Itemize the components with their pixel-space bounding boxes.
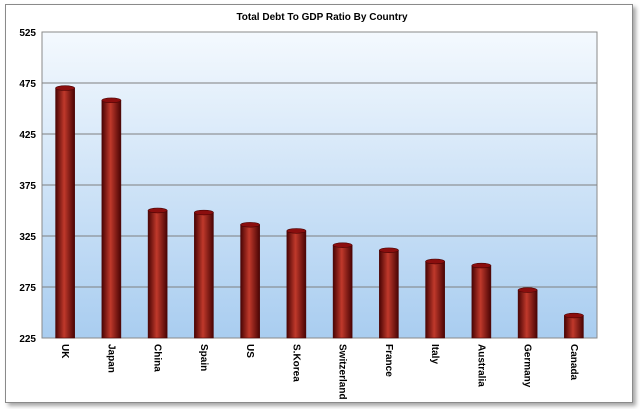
bar-cap	[471, 262, 492, 269]
x-axis-tick-labels: UK Japan China Spain US S.Korea Switzerland Fra…	[59, 344, 579, 400]
x-tick-label: Italy	[429, 344, 440, 364]
bar-cap	[147, 207, 168, 214]
bar-cap	[425, 258, 445, 265]
bar-cap	[194, 209, 214, 216]
bar-australia	[471, 262, 492, 339]
bar	[379, 249, 399, 339]
y-tick-label: 475	[19, 79, 36, 90]
bar-germany	[517, 287, 538, 339]
y-tick-label: 425	[19, 130, 36, 141]
bar-switzerland	[332, 242, 353, 339]
bar	[564, 315, 584, 339]
y-tick-label: 225	[19, 334, 36, 345]
bars	[55, 85, 584, 339]
bar-cap	[101, 97, 122, 104]
bar-japan	[101, 97, 122, 339]
bar-cap	[517, 287, 538, 293]
x-tick-label: Switzerland	[337, 344, 348, 400]
bar-uk	[55, 85, 75, 339]
bar	[147, 210, 168, 339]
bar	[332, 244, 353, 339]
y-axis-tick-labels: 225 275 325 375 425 475 525	[19, 28, 36, 345]
bar-cap	[379, 247, 399, 253]
bar-cap	[240, 222, 260, 228]
chart-title: Total Debt To GDP Ratio By Country	[236, 12, 408, 23]
bar-france	[379, 247, 399, 339]
y-tick-label: 325	[19, 232, 36, 243]
gridlines	[42, 82, 597, 288]
bar	[240, 224, 260, 339]
bar-cap	[332, 242, 353, 248]
x-tick-label: US	[244, 344, 255, 358]
bar-cap	[564, 312, 584, 319]
x-tick-label: France	[383, 344, 394, 377]
bar-s-korea	[286, 228, 307, 339]
bar-cap	[55, 85, 75, 91]
y-tick-label: 525	[19, 28, 36, 39]
bar	[286, 230, 307, 339]
bar	[101, 100, 122, 339]
bar-china	[147, 207, 168, 339]
bar	[471, 265, 492, 339]
bar	[425, 261, 445, 339]
y-tick-label: 275	[19, 283, 36, 294]
bar	[55, 87, 75, 339]
x-tick-label: China	[152, 344, 163, 372]
bar-spain	[194, 209, 214, 339]
bar-italy	[425, 258, 445, 339]
bar-cap	[286, 228, 307, 234]
x-tick-label: Spain	[198, 344, 209, 371]
x-tick-label: Japan	[105, 344, 116, 373]
x-tick-label: Canada	[568, 344, 579, 381]
x-tick-label: S.Korea	[290, 344, 301, 382]
bar-canada	[564, 312, 584, 339]
bar-us	[240, 222, 260, 339]
bar	[517, 289, 538, 339]
x-tick-label: Australia	[475, 344, 486, 387]
bar	[194, 212, 214, 339]
x-tick-label: Germany	[522, 344, 533, 388]
x-tick-label: UK	[59, 344, 70, 359]
y-tick-label: 375	[19, 181, 36, 192]
